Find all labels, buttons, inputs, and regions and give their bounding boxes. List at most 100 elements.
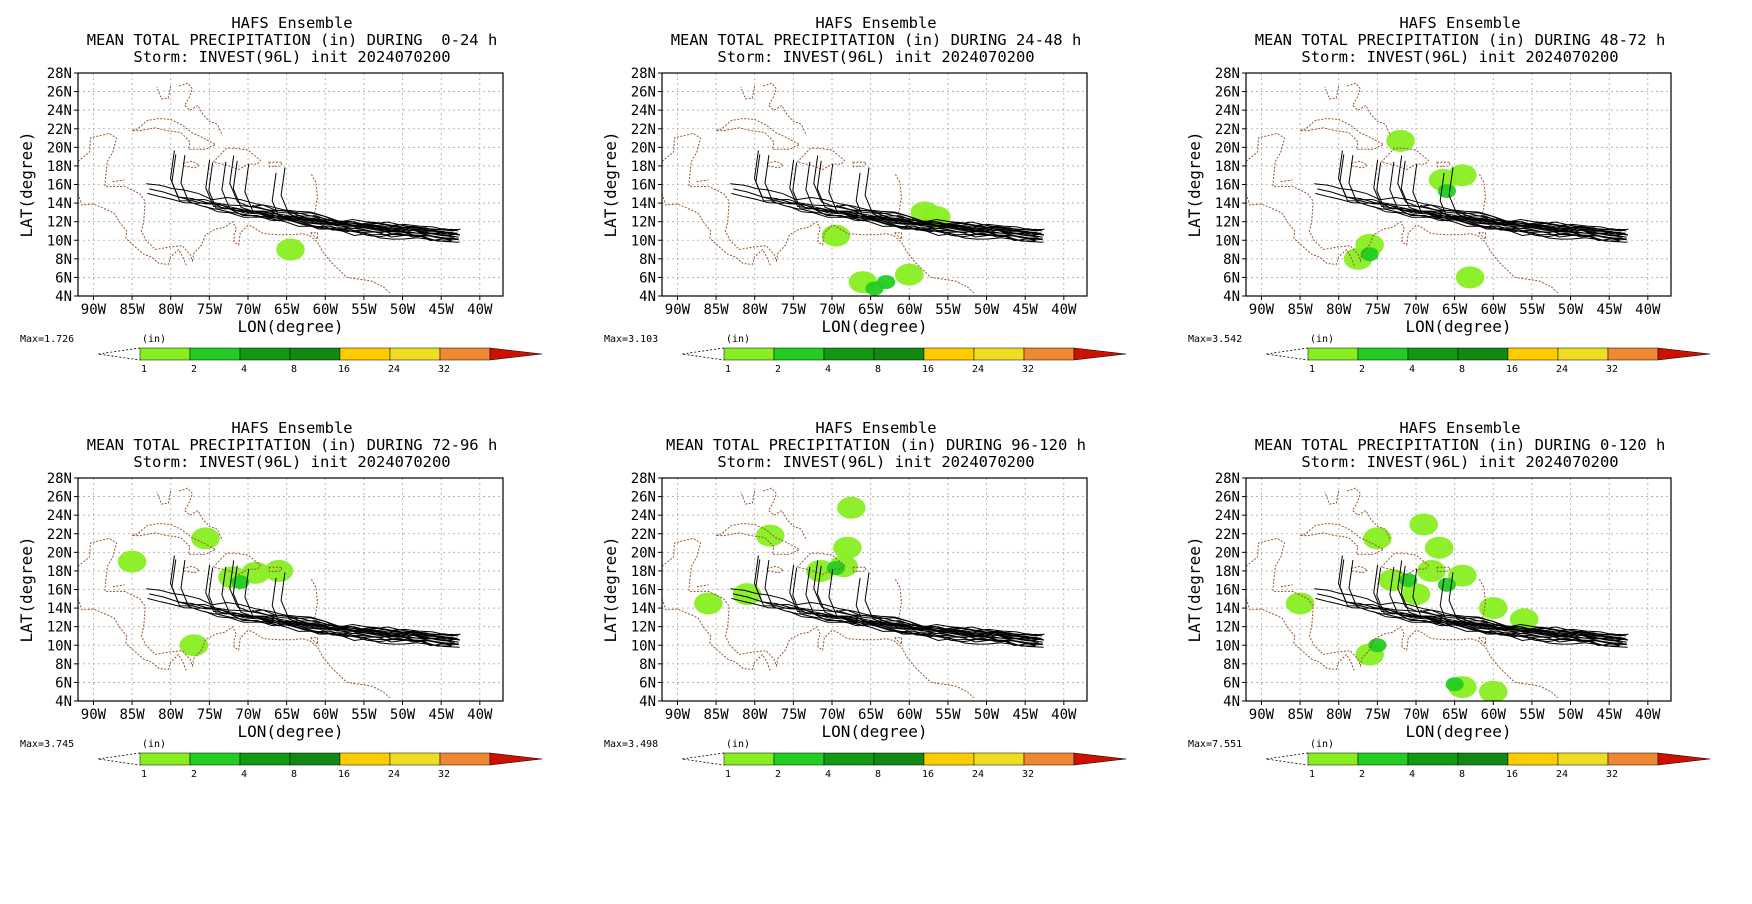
panel-title: HAFS Ensemble	[815, 14, 937, 32]
precip-blob	[1478, 597, 1508, 620]
lon-tick-label: 55W	[935, 707, 961, 723]
max-label: Max=3.542	[1188, 334, 1242, 345]
lat-tick-label: 18N	[1215, 564, 1240, 580]
lon-tick-label: 75W	[781, 707, 807, 723]
lat-tick-label: 10N	[47, 638, 72, 654]
lat-tick-label: 10N	[631, 638, 656, 654]
lat-tick-label: 12N	[1215, 215, 1240, 231]
precip-blob	[894, 263, 924, 286]
lat-tick-label: 24N	[47, 508, 72, 524]
lon-tick-label: 55W	[935, 302, 961, 318]
y-axis-label: LAT(degree)	[601, 537, 620, 643]
ensemble-track	[850, 620, 1044, 640]
lat-tick-label: 20N	[631, 140, 656, 156]
lon-tick-label: 55W	[351, 707, 377, 723]
colorbar-tick-label: 4	[825, 769, 831, 780]
precip-panel: HAFS Ensemble MEAN TOTAL PRECIPITATION (i…	[0, 405, 584, 857]
lon-tick-label: 85W	[1287, 707, 1313, 723]
colorbar-tick-label: 8	[1459, 769, 1465, 780]
lon-tick-label: 45W	[1597, 302, 1623, 318]
colorbar-swatch	[1457, 347, 1509, 361]
ensemble-track	[1420, 609, 1629, 636]
lon-tick-label: 75W	[781, 302, 807, 318]
lon-tick-label: 80W	[158, 707, 184, 723]
lon-tick-label: 80W	[1326, 302, 1352, 318]
lat-tick-label: 4N	[639, 289, 656, 305]
precip-field	[276, 238, 305, 261]
colorbar-tick-label: 24	[972, 364, 984, 375]
colorbar-tick-label: 32	[1022, 364, 1034, 375]
lon-tick-label: 40W	[467, 707, 493, 723]
ensemble-tracks	[146, 150, 461, 243]
lat-tick-label: 18N	[47, 564, 72, 580]
precip-blob	[1478, 680, 1508, 701]
lon-tick-label: 40W	[1635, 302, 1661, 318]
precip-blob	[755, 524, 785, 547]
lat-tick-label: 8N	[55, 252, 72, 268]
lon-tick-label: 80W	[158, 302, 184, 318]
ensemble-track	[252, 609, 461, 636]
lat-tick-label: 18N	[1215, 159, 1240, 175]
storm-label: Storm: INVEST(96L) init 2024070200	[133, 453, 451, 471]
colorbar-swatch	[289, 752, 341, 766]
colorbar-tick-label: 4	[1409, 769, 1415, 780]
lat-tick-label: 22N	[1215, 122, 1240, 138]
lat-tick-label: 6N	[55, 675, 72, 691]
ensemble-track	[755, 154, 1045, 236]
colorbar	[139, 347, 543, 361]
colorbar-tick-label: 2	[191, 769, 197, 780]
colorbar-tick-label: 24	[388, 364, 400, 375]
precip-blob	[1285, 592, 1315, 615]
ensemble-track	[755, 559, 1045, 641]
colorbar-tick-label: 32	[1606, 364, 1618, 375]
colorbar-tick-label: 8	[291, 769, 297, 780]
lat-tick-label: 16N	[1215, 583, 1240, 599]
panel-subtitle: MEAN TOTAL PRECIPITATION (in) DURING 0-2…	[86, 31, 498, 49]
precip-blob	[1424, 536, 1454, 559]
precip-panel: HAFS Ensemble MEAN TOTAL PRECIPITATION (i…	[0, 0, 584, 452]
lat-tick-label: 16N	[1215, 178, 1240, 194]
lat-tick-label: 14N	[631, 196, 656, 212]
lat-tick-label: 24N	[47, 103, 72, 119]
lat-tick-label: 16N	[47, 583, 72, 599]
ensemble-track	[850, 215, 1044, 235]
lat-tick-label: 12N	[47, 215, 72, 231]
ensemble-track	[171, 154, 461, 236]
ensemble-track	[1376, 567, 1628, 645]
lat-tick-label: 22N	[631, 122, 656, 138]
lat-tick-label: 10N	[631, 233, 656, 249]
colorbar-swatch	[1307, 347, 1359, 361]
colorbar-swatch	[189, 752, 241, 766]
precip-blob	[1409, 513, 1439, 536]
colorbar	[1307, 752, 1711, 766]
ensemble-track	[252, 204, 461, 231]
colorbar-tick-label: 1	[141, 364, 147, 375]
precip-panel: HAFS Ensemble MEAN TOTAL PRECIPITATION (i…	[1168, 405, 1752, 857]
colorbar-tick-label: 32	[1022, 769, 1034, 780]
max-label: Max=3.103	[604, 334, 658, 345]
colorbar-swatch	[873, 752, 925, 766]
colorbar-tick-label: 16	[338, 769, 350, 780]
lon-tick-label: 85W	[703, 707, 729, 723]
colorbar-tick-label: 4	[825, 364, 831, 375]
colorbar-swatch	[239, 347, 291, 361]
colorbar-swatch	[339, 752, 391, 766]
colorbar-swatch	[389, 752, 441, 766]
lon-tick-label: 50W	[1558, 302, 1584, 318]
colorbar-swatch	[339, 347, 391, 361]
lon-tick-label: 75W	[197, 302, 223, 318]
ensemble-track	[208, 567, 460, 645]
colorbar-swatch	[1607, 347, 1659, 361]
colorbar-swatch	[189, 347, 241, 361]
ensemble-track	[836, 204, 1045, 231]
colorbar-tick-label: 4	[1409, 364, 1415, 375]
lat-tick-label: 8N	[1223, 657, 1240, 673]
panel-title: HAFS Ensemble	[1399, 419, 1521, 437]
lat-tick-label: 28N	[631, 471, 656, 487]
map-plot: 28N 26N 24N 22N 20N 18N 16N 14N 12N 10N 8N 6N 4N 90W 8…	[1185, 471, 1711, 780]
colorbar-tick-label: 32	[1606, 769, 1618, 780]
colorbar-tick-label: 8	[875, 769, 881, 780]
lat-tick-label: 6N	[1223, 270, 1240, 286]
lat-tick-label: 20N	[1215, 545, 1240, 561]
precip-blob	[833, 536, 862, 559]
